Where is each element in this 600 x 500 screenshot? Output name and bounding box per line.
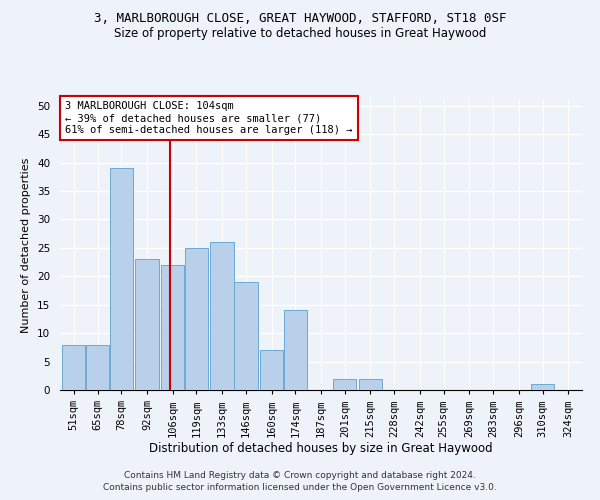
Bar — [185, 248, 208, 390]
Text: 3 MARLBOROUGH CLOSE: 104sqm
← 39% of detached houses are smaller (77)
61% of sem: 3 MARLBOROUGH CLOSE: 104sqm ← 39% of det… — [65, 102, 353, 134]
Bar — [234, 282, 257, 390]
Bar — [136, 259, 158, 390]
Bar — [531, 384, 554, 390]
Text: Size of property relative to detached houses in Great Haywood: Size of property relative to detached ho… — [114, 28, 486, 40]
Y-axis label: Number of detached properties: Number of detached properties — [22, 158, 31, 332]
Bar — [86, 344, 109, 390]
Bar — [333, 378, 356, 390]
Bar — [359, 378, 382, 390]
Bar — [260, 350, 283, 390]
Bar — [284, 310, 307, 390]
Text: Contains HM Land Registry data © Crown copyright and database right 2024.: Contains HM Land Registry data © Crown c… — [124, 471, 476, 480]
Bar — [62, 344, 85, 390]
Bar — [110, 168, 133, 390]
Bar — [161, 265, 184, 390]
X-axis label: Distribution of detached houses by size in Great Haywood: Distribution of detached houses by size … — [149, 442, 493, 455]
Bar — [211, 242, 234, 390]
Text: Contains public sector information licensed under the Open Government Licence v3: Contains public sector information licen… — [103, 484, 497, 492]
Text: 3, MARLBOROUGH CLOSE, GREAT HAYWOOD, STAFFORD, ST18 0SF: 3, MARLBOROUGH CLOSE, GREAT HAYWOOD, STA… — [94, 12, 506, 26]
